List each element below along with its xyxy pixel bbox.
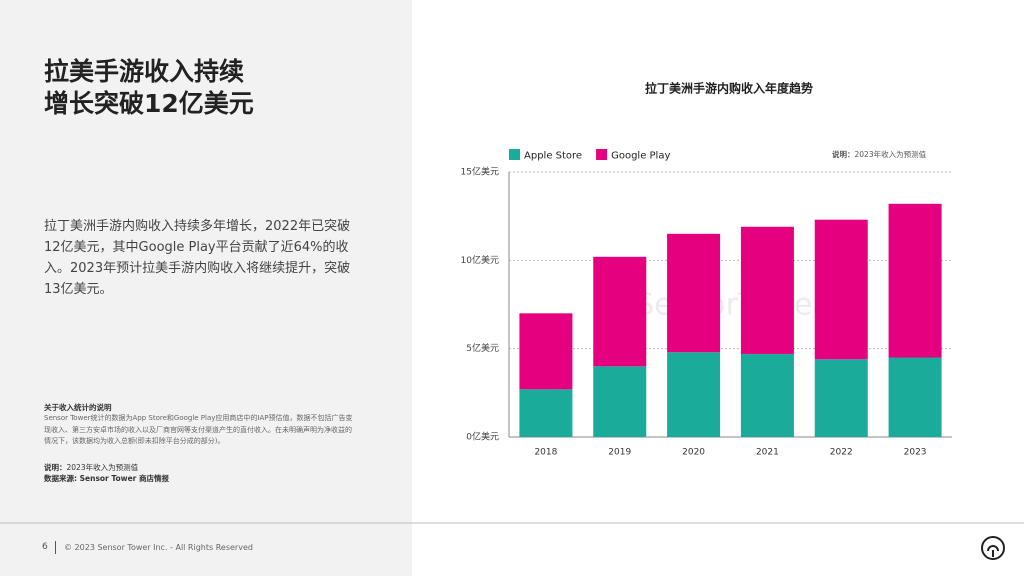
- bar-segment: [519, 313, 573, 390]
- bar-segment: [740, 353, 794, 437]
- y-tick-label: 15亿美元: [461, 166, 499, 178]
- x-tick-label: 2018: [534, 448, 557, 458]
- bar-segment: [814, 219, 868, 360]
- chart-title: 拉丁美洲手游内购收入年度趋势: [645, 81, 813, 96]
- bar-segment: [593, 366, 647, 437]
- legend-swatch: [596, 149, 608, 160]
- divider: [55, 541, 56, 554]
- bar-segment: [814, 359, 868, 437]
- legend-label: Apple Store: [524, 151, 582, 162]
- logo-mark: [987, 545, 999, 557]
- logo-ring: [981, 536, 1005, 560]
- x-tick-label: 2020: [682, 448, 705, 458]
- logo: [981, 536, 1005, 560]
- bar-segment: [667, 233, 721, 353]
- chart-note: 说明：2023年收入为预测值: [832, 149, 927, 159]
- x-tick-label: 2022: [830, 448, 853, 458]
- y-tick-label: 0亿美元: [466, 431, 499, 443]
- notes-body: Sensor Tower统计的数据为App Store和Google Play应…: [44, 414, 353, 445]
- x-tick-label: 2019: [608, 448, 631, 458]
- slide-title: 拉美手游收入持续: [44, 57, 245, 86]
- page-number: 6: [42, 542, 48, 552]
- bar-segment: [888, 203, 942, 358]
- y-tick-label: 5亿美元: [466, 342, 499, 354]
- watermark: SensorTower: [635, 288, 825, 323]
- x-tick-label: 2023: [904, 448, 927, 458]
- y-tick-label: 10亿美元: [461, 254, 499, 266]
- legend-label: Google Play: [611, 151, 670, 162]
- slide-title: 增长突破12亿美元: [44, 89, 254, 118]
- note-label: 说明：: [832, 149, 855, 159]
- bar-segment: [667, 352, 721, 437]
- note: 说明：2023年收入为预测值: [44, 462, 138, 473]
- bar-segment: [888, 357, 942, 437]
- note-text: 2023年收入为预测值: [66, 463, 139, 472]
- note-label: 说明：: [44, 463, 67, 472]
- x-tick-label: 2021: [756, 448, 779, 458]
- copyright: © 2023 Sensor Tower Inc. - All Rights Re…: [64, 543, 253, 552]
- bar-segment: [740, 226, 794, 354]
- legend-swatch: [509, 149, 520, 160]
- bar-segment: [593, 256, 647, 367]
- source: 数据来源: Sensor Tower 商店情报: [44, 474, 169, 483]
- note-text: 2023年收入为预测值: [855, 149, 927, 159]
- notes-heading: 关于收入统计的说明: [44, 403, 112, 412]
- left-panel: [0, 0, 412, 576]
- bar-segment: [519, 389, 573, 437]
- paragraph: 拉丁美洲手游内购收入持续多年增长，2022年已突破12亿美元，其中Google …: [44, 219, 351, 297]
